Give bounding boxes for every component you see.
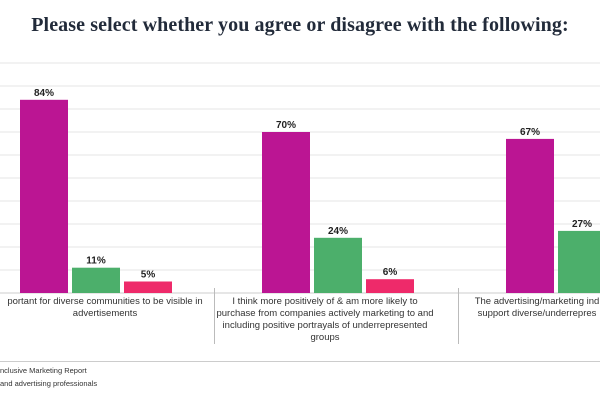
category-divider-1 (214, 288, 215, 344)
footer-sample: and advertising professionals (0, 379, 98, 388)
data-label-cat2-series1: 70% (276, 120, 296, 131)
data-label-cat1-series2: 11% (86, 256, 106, 267)
bar-cat2-series2 (314, 237, 362, 293)
footer-divider (0, 361, 600, 362)
bar-cat2-series3 (366, 279, 414, 293)
bar-cat1-series1 (20, 99, 68, 293)
bar-cat1-series2 (72, 267, 120, 293)
bar-cat2-series1 (262, 132, 310, 293)
data-label-cat2-series2: 24% (328, 226, 348, 237)
category-label-2: I think more positively of & am more lik… (216, 296, 434, 343)
data-label-cat3-series2: 27% (572, 219, 592, 230)
category-divider-2 (458, 288, 459, 344)
chart-title: Please select whether you agree or disag… (31, 14, 569, 36)
category-label-1: portant for diverse communities to be vi… (7, 296, 203, 319)
category-label-3: The advertising/marketing ind support di… (474, 296, 600, 319)
bar-cat3-series1 (506, 138, 554, 293)
data-label-cat1-series1: 84% (34, 88, 54, 99)
data-label-cat1-series3: 5% (141, 270, 156, 281)
data-label-cat2-series3: 6% (383, 267, 398, 278)
bar-cat1-series3 (124, 281, 172, 293)
footer-source: nclusive Marketing Report (0, 366, 87, 375)
data-label-cat3-series1: 67% (520, 127, 540, 138)
bar-cat3-series2 (558, 230, 600, 293)
